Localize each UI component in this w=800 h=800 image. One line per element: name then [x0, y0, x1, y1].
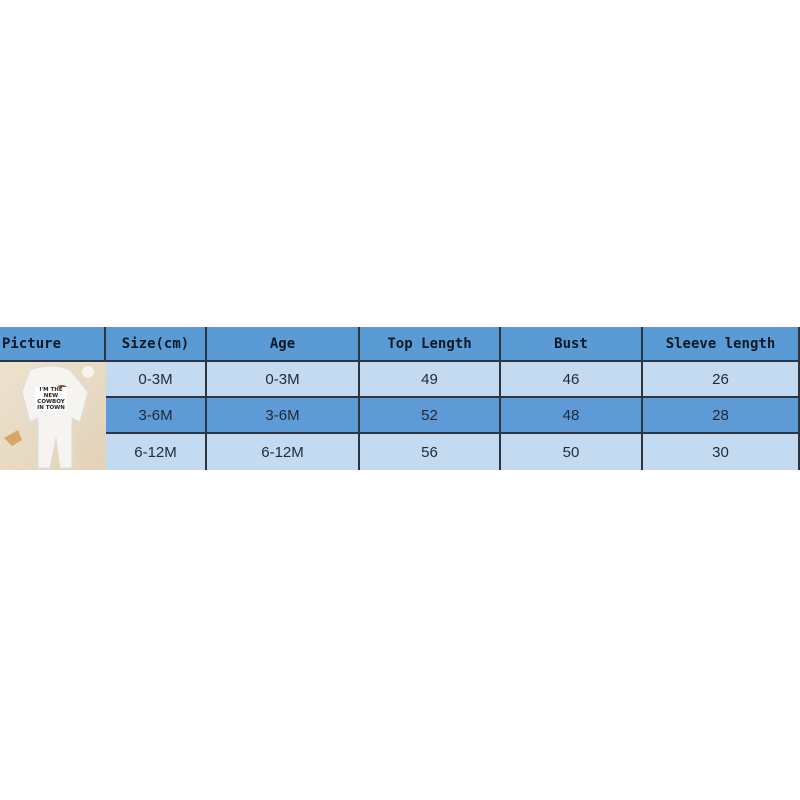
table-cell: 56	[360, 434, 501, 470]
header-sleeve-length: Sleeve length	[643, 327, 800, 362]
table-cell: 50	[501, 434, 643, 470]
product-picture: I'M THE NEW COWBOY IN TOWN	[0, 362, 106, 470]
table-cell: 0-3M	[106, 362, 207, 398]
header-age: Age	[207, 327, 360, 362]
table-cell: 0-3M	[207, 362, 360, 398]
header-picture: Picture	[0, 327, 106, 362]
table-cell: 6-12M	[207, 434, 360, 470]
table-cell: 30	[643, 434, 800, 470]
header-top-length: Top Length	[360, 327, 501, 362]
table-cell: 3-6M	[207, 398, 360, 434]
romper-print-text: I'M THE NEW COWBOY IN TOWN	[35, 387, 67, 411]
romper-image	[4, 365, 94, 469]
table-cell: 46	[501, 362, 643, 398]
table-cell: 26	[643, 362, 800, 398]
table-cell: 28	[643, 398, 800, 434]
table-cell: 52	[360, 398, 501, 434]
table-cell: 48	[501, 398, 643, 434]
table-cell: 49	[360, 362, 501, 398]
table-cell: 6-12M	[106, 434, 207, 470]
size-chart-table: Picture Size(cm) Age Top Length Bust Sleeve l…	[0, 327, 800, 470]
header-size-cm: Size(cm)	[106, 327, 207, 362]
table-cell: 3-6M	[106, 398, 207, 434]
header-bust: Bust	[501, 327, 643, 362]
